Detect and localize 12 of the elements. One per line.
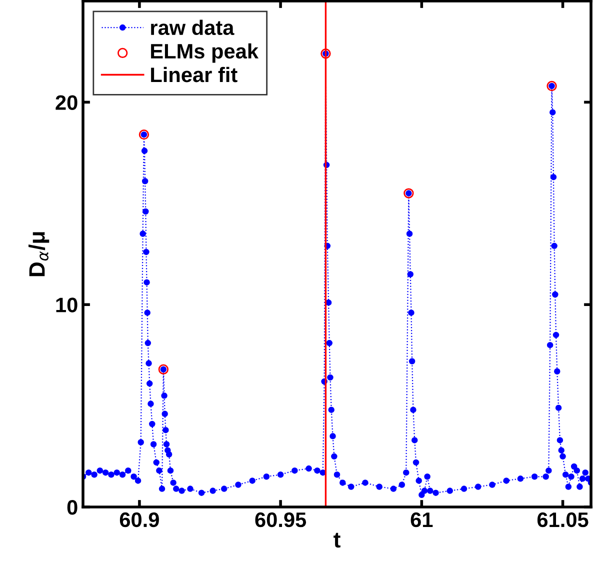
y-tick-label: 0: [67, 500, 78, 515]
x-tick-label: 60.95: [255, 512, 306, 528]
x-tick-label: 61.05: [537, 512, 588, 528]
x-axis-title: t: [334, 532, 340, 548]
x-tick-label: 61: [410, 512, 433, 528]
legend-label: ELMs peak: [151, 43, 259, 63]
legend-label: Linear fit: [151, 66, 238, 82]
legend-label: raw data: [151, 20, 234, 36]
y-axis-title: D$_{α}$/μ: [28, 232, 50, 276]
y-tick-label: 20: [56, 95, 78, 110]
x-tick-label: 60.9: [120, 512, 159, 528]
y-tick-label: 10: [56, 298, 78, 312]
